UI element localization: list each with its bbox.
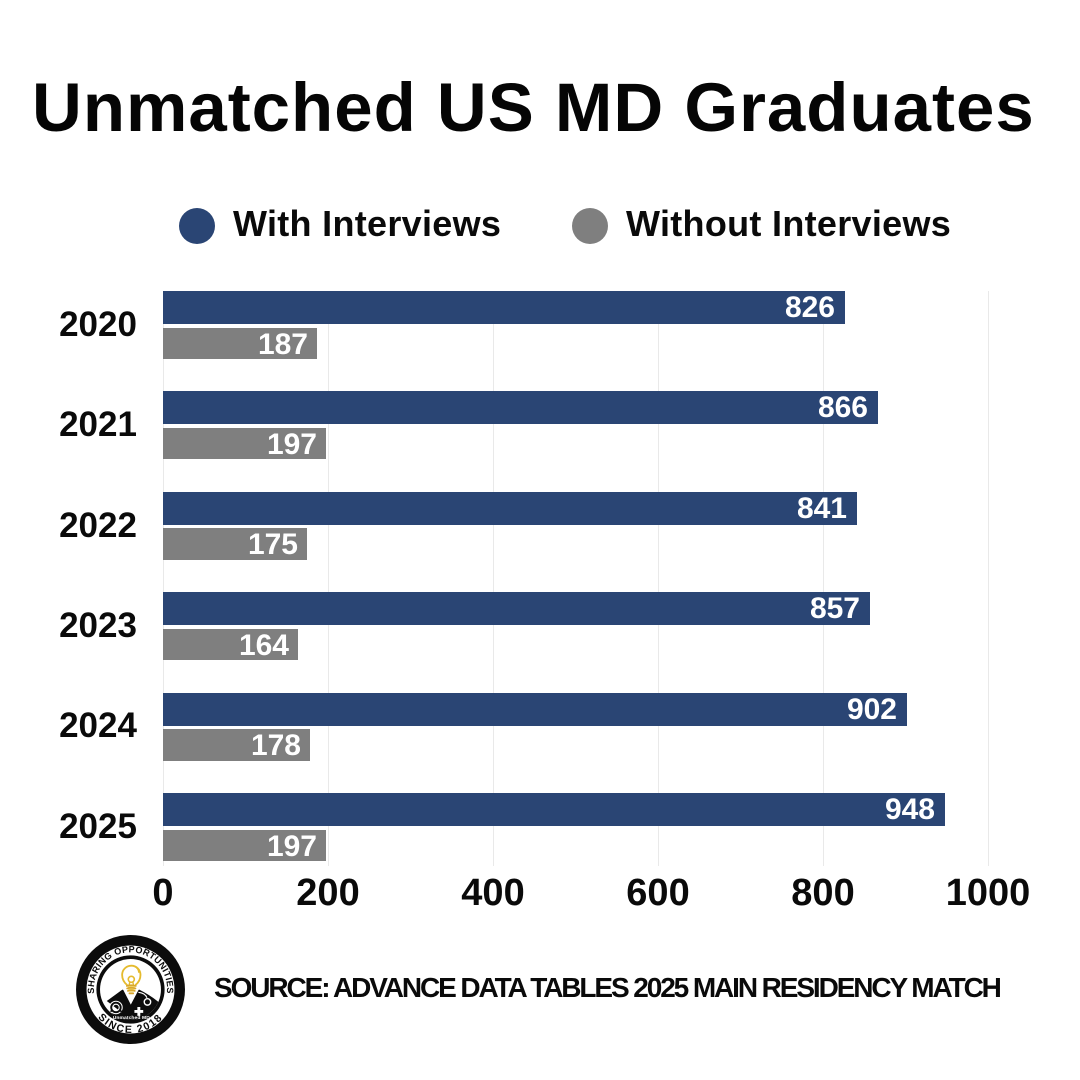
svg-text:Unmatched MD: Unmatched MD — [113, 1015, 150, 1021]
